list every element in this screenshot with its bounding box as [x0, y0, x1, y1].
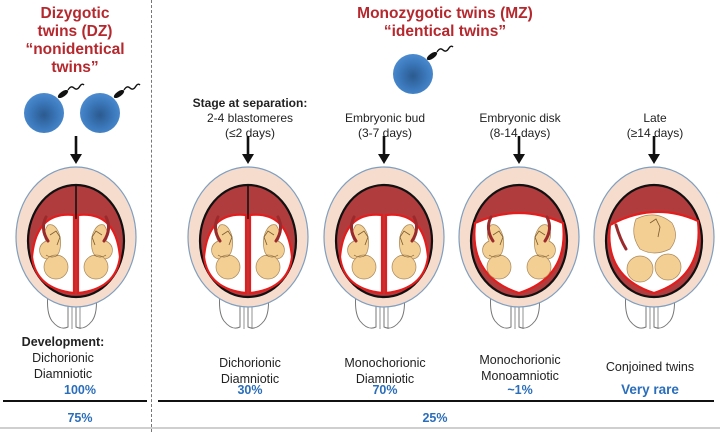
- dz-title-line3: “nonidentical twins”: [25, 41, 125, 76]
- section-divider: [151, 0, 152, 432]
- sperm-icon: [113, 83, 141, 99]
- mz-zygote: [393, 45, 454, 94]
- uterus-illustrations: [15, 136, 715, 329]
- mz-development-4: Conjoined twins: [580, 359, 720, 375]
- down-arrow-icon: [70, 136, 82, 164]
- umbilical-cord: [102, 215, 111, 243]
- mz-development-2: Monochorionic Diamniotic: [315, 355, 455, 387]
- down-arrow-icon: [378, 136, 390, 164]
- development-line2: Diamniotic: [355, 372, 415, 386]
- stage-heading: Stage at separation:: [192, 96, 308, 110]
- dz-title-line2: twins (DZ): [37, 23, 113, 40]
- stage-name: Embryonic bud: [344, 111, 426, 125]
- egg-icon: [393, 45, 454, 94]
- stage-percent-3: ~1%: [507, 383, 533, 397]
- down-arrow-icon: [242, 136, 254, 164]
- umbilical-cord: [543, 215, 552, 243]
- uterus-diagram-mz-2: [323, 136, 445, 329]
- development-line1: Dichorionic: [32, 351, 94, 365]
- down-arrow-icon: [648, 136, 660, 164]
- mz-title-line2: “identical twins”: [383, 23, 507, 40]
- stage-label-3: Embryonic disk (8-14 days): [450, 111, 590, 141]
- development-line2: Diamniotic: [33, 367, 93, 381]
- umbilical-cord: [486, 215, 495, 243]
- mz-development-1: Dichorionic Diamniotic: [180, 355, 320, 387]
- conjoined-fetus-icon: [626, 214, 682, 283]
- development-line1: Dichorionic: [219, 356, 281, 370]
- egg-icon: [24, 83, 85, 133]
- bottom-rule: [0, 427, 720, 429]
- stage-percent-1: 30%: [237, 383, 263, 397]
- dz-title: Dizygotic twins (DZ) “nonidentical twins…: [0, 5, 150, 77]
- mz-overall-percent: 25%: [422, 411, 448, 425]
- uterus-diagram-dz: [15, 136, 137, 329]
- sperm-icon: [426, 45, 454, 61]
- uterus-diagram-mz-4: [593, 136, 715, 329]
- mz-title-line1: Monozygotic twins (MZ): [357, 5, 533, 22]
- stage-timing: (≤2 days): [225, 126, 275, 140]
- dz-overall-percent: 75%: [67, 411, 93, 425]
- fetus-icon: [83, 224, 113, 280]
- stage-percent-4: Very rare: [621, 382, 679, 397]
- umbilical-cord: [41, 215, 50, 243]
- uterus-diagram-mz-1: [187, 136, 309, 329]
- sperm-icon: [57, 83, 85, 99]
- umbilical-cord: [614, 223, 628, 251]
- stage-name: 2-4 blastomeres: [206, 111, 294, 125]
- dz-title-line1: Dizygotic: [40, 5, 110, 22]
- dz-zygotes: [24, 83, 141, 133]
- stage-label-2: Embryonic bud (3-7 days): [315, 111, 455, 141]
- stage-label-1: Stage at separation: 2-4 blastomeres (≤2…: [180, 96, 320, 141]
- stage-percent-2: 70%: [372, 383, 398, 397]
- stage-timing: (≥14 days): [626, 126, 684, 140]
- umbilical-cord: [349, 215, 358, 243]
- fetus-icon: [211, 224, 241, 280]
- stage-name: Embryonic disk: [479, 111, 561, 125]
- development-heading: Development:: [21, 335, 105, 349]
- stage-name: Late: [643, 111, 667, 125]
- stage-label-4: Late (≥14 days): [585, 111, 720, 141]
- development-line1: Monochorionic: [344, 356, 426, 370]
- dz-within-percent: 100%: [64, 383, 96, 397]
- umbilical-cord: [274, 215, 283, 243]
- stage-timing: (8-14 days): [489, 126, 551, 140]
- uterus-diagram-mz-3: [458, 136, 580, 329]
- mz-development-3: Monochorionic Monoamniotic: [450, 352, 590, 384]
- umbilical-cord: [410, 215, 419, 243]
- development-line1: Monochorionic: [479, 353, 561, 367]
- mz-title: Monozygotic twins (MZ) “identical twins”: [300, 5, 590, 41]
- dz-bracket-line: [3, 400, 147, 402]
- development-line1: Conjoined twins: [605, 360, 695, 374]
- mz-bracket-line: [158, 400, 714, 402]
- development-line2: Diamniotic: [220, 372, 280, 386]
- down-arrow-icon: [513, 136, 525, 164]
- dz-development: Development: Dichorionic Diamniotic: [0, 334, 126, 382]
- egg-icon: [80, 83, 141, 133]
- development-line2: Monoamniotic: [481, 369, 559, 383]
- umbilical-cord: [213, 215, 222, 243]
- stage-timing: (3-7 days): [357, 126, 413, 140]
